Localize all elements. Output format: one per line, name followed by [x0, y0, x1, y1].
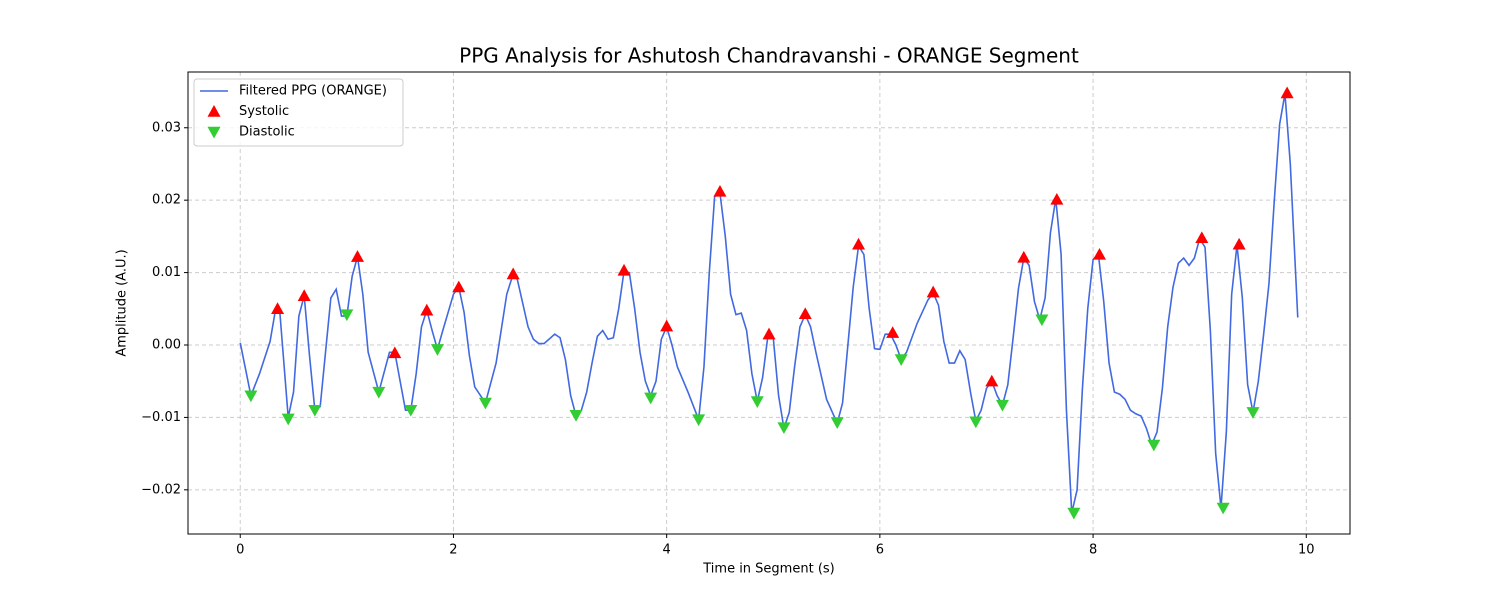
- y-axis-label: Amplitude (A.U.): [115, 249, 130, 356]
- peak-marker: [372, 386, 386, 399]
- peak-marker: [351, 250, 365, 262]
- x-tick-label: 0: [236, 543, 244, 558]
- y-tick-label: −0.02: [141, 482, 181, 497]
- legend-label: Diastolic: [239, 125, 295, 140]
- legend: Filtered PPG (ORANGE) Systolic Diastolic: [193, 78, 404, 147]
- peak-marker: [886, 326, 900, 338]
- peak-marker: [985, 374, 999, 387]
- chart-title: PPG Analysis for Ashutosh Chandravanshi …: [459, 44, 1079, 68]
- peak-marker: [297, 289, 311, 301]
- peak-marker: [506, 267, 520, 280]
- legend-label: Systolic: [239, 104, 289, 119]
- peak-marker: [830, 417, 844, 429]
- peak-marker: [750, 396, 764, 408]
- peak-marker: [340, 309, 354, 322]
- peak-marker: [617, 263, 631, 276]
- legend-label: Filtered PPG (ORANGE): [239, 84, 387, 99]
- peak-marker: [660, 319, 674, 332]
- peak-marker: [852, 237, 866, 250]
- peak-marker: [762, 327, 776, 340]
- x-tick-label: 10: [1298, 543, 1315, 558]
- peak-marker: [430, 344, 444, 356]
- peak-marker: [1195, 231, 1209, 244]
- peak-marker: [569, 410, 583, 422]
- peak-marker: [926, 285, 940, 298]
- peak-marker: [281, 413, 295, 426]
- peak-marker: [1147, 439, 1161, 452]
- peak-marker: [388, 346, 402, 359]
- peak-marker: [644, 392, 658, 405]
- peak-marker: [798, 307, 812, 320]
- x-tick-label: 6: [876, 543, 884, 558]
- peak-marker: [692, 414, 706, 427]
- y-tick-label: 0.02: [152, 193, 181, 208]
- peak-marker: [894, 354, 908, 366]
- peak-marker: [404, 404, 418, 417]
- peak-marker: [1232, 237, 1246, 250]
- peak-marker: [1017, 250, 1031, 263]
- peak-marker: [1092, 247, 1106, 260]
- y-tick-label: 0.00: [152, 338, 181, 353]
- peak-marker: [478, 397, 492, 410]
- y-tick-label: −0.01: [141, 410, 181, 425]
- peak-marker: [271, 302, 285, 314]
- y-tick-label: 0.03: [152, 120, 181, 135]
- peak-marker: [244, 390, 258, 403]
- x-axis-label: Time in Segment (s): [702, 562, 834, 577]
- peak-marker: [1067, 507, 1081, 520]
- peak-marker: [1050, 192, 1064, 205]
- plot-frame: [187, 71, 1351, 535]
- x-tick-label: 4: [663, 543, 671, 558]
- peak-marker: [995, 399, 1009, 412]
- x-tick-label: 2: [449, 543, 457, 558]
- peak-marker: [777, 422, 791, 435]
- y-tick-label: 0.01: [152, 265, 181, 280]
- peak-marker: [1246, 407, 1260, 419]
- peak-marker: [420, 303, 434, 316]
- peak-marker: [1280, 86, 1294, 99]
- legend-swatch: [207, 126, 221, 139]
- peak-marker: [1035, 314, 1049, 327]
- peak-marker: [452, 280, 466, 293]
- legend-box: [193, 78, 404, 147]
- peak-marker: [969, 416, 983, 429]
- peak-marker: [1216, 502, 1230, 515]
- x-tick-label: 8: [1089, 543, 1097, 558]
- peak-marker: [308, 404, 322, 417]
- legend-swatch: [207, 105, 221, 117]
- peak-marker: [713, 184, 727, 197]
- ppg-line: [239, 93, 1299, 514]
